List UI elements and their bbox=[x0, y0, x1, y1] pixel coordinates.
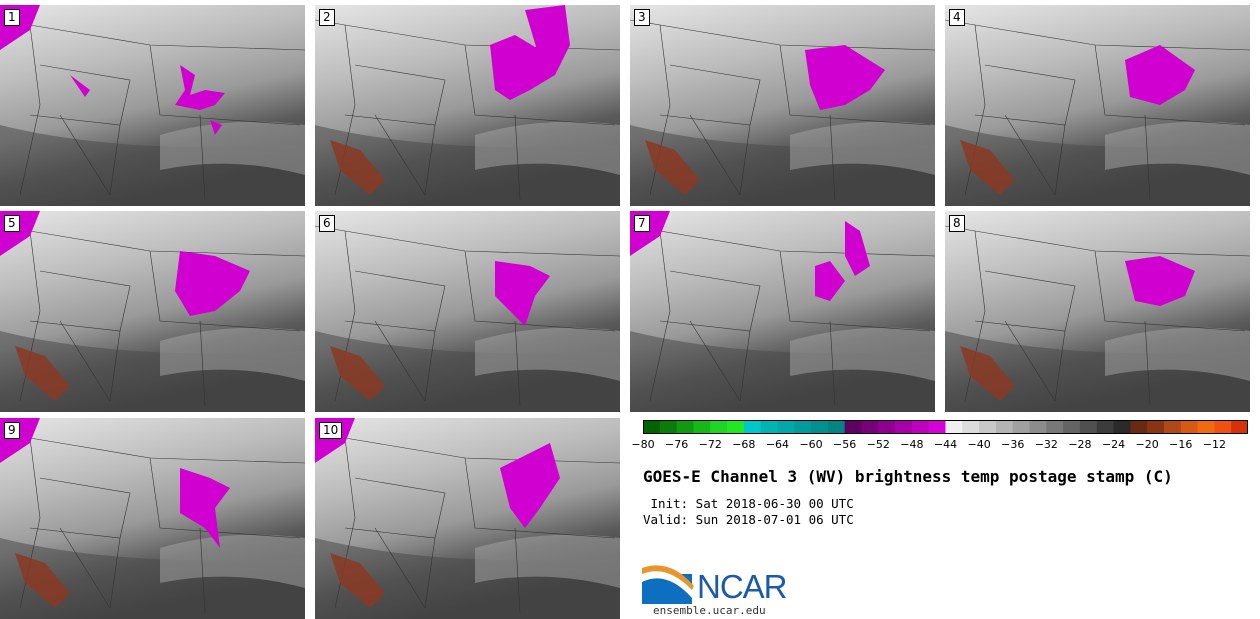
plot-title: GOES-E Channel 3 (WV) brightness temp po… bbox=[643, 467, 1173, 486]
member-number: 2 bbox=[319, 9, 335, 26]
colorbar-swatch bbox=[1147, 420, 1165, 434]
ensemble-member-panel: 7 bbox=[630, 211, 935, 412]
colorbar-swatch bbox=[693, 420, 711, 434]
colorbar-swatch bbox=[878, 420, 896, 434]
colorbar-swatch bbox=[895, 420, 913, 434]
colorbar-tick-label: −52 bbox=[866, 438, 890, 451]
colorbar-swatch bbox=[827, 420, 846, 434]
colorbar-swatch bbox=[1063, 420, 1081, 434]
ensemble-member-panel: 8 bbox=[945, 211, 1250, 412]
ensemble-member-panel: 3 bbox=[630, 5, 935, 206]
colorbar-swatch bbox=[928, 420, 946, 434]
satellite-map bbox=[945, 5, 1250, 206]
member-number: 10 bbox=[319, 422, 343, 439]
valid-time: Valid: Sun 2018-07-01 06 UTC bbox=[643, 512, 854, 527]
colorbar-tick-label: −24 bbox=[1101, 438, 1126, 451]
colorbar-tick-label: −16 bbox=[1169, 438, 1193, 451]
colorbar-swatch bbox=[1163, 420, 1182, 434]
ensemble-member-panel: 5 bbox=[0, 211, 305, 412]
colorbar-swatch bbox=[1029, 420, 1047, 434]
colorbar-swatch bbox=[1046, 420, 1064, 434]
colorbar-tick-label: −72 bbox=[698, 438, 722, 451]
colorbar-swatch bbox=[861, 420, 879, 434]
colorbar-tick-label: −64 bbox=[765, 438, 790, 451]
colorbar-ticks: −80 −76 −72 −68 −64 −60 −56 −52 −48 −44 −40 −36 −32−… bbox=[630, 438, 1260, 458]
colorbar-swatch bbox=[1130, 420, 1148, 434]
satellite-map bbox=[315, 5, 620, 206]
colorbar-swatch bbox=[794, 420, 812, 434]
ncar-logo-text: NCAR bbox=[697, 568, 788, 605]
colorbar-tick-label: −36 bbox=[1001, 438, 1025, 451]
member-number: 8 bbox=[949, 215, 965, 232]
colorbar-tick-label: −20 bbox=[1135, 438, 1159, 451]
colorbar-swatch bbox=[1096, 420, 1115, 434]
colorbar-tick-label: −80 bbox=[631, 438, 655, 451]
satellite-map bbox=[0, 418, 305, 619]
colorbar-swatch bbox=[743, 420, 762, 434]
colorbar-swatch bbox=[1197, 420, 1215, 434]
colorbar-swatch bbox=[643, 420, 661, 434]
member-number: 6 bbox=[319, 215, 335, 232]
member-number: 5 bbox=[4, 215, 20, 232]
member-number: 1 bbox=[4, 9, 20, 26]
colorbar-swatch bbox=[1214, 420, 1232, 434]
colorbar-swatch bbox=[979, 420, 997, 434]
member-number: 4 bbox=[949, 9, 965, 26]
colorbar-tick-label: −60 bbox=[799, 438, 823, 451]
colorbar-swatch bbox=[760, 420, 778, 434]
colorbar-swatch bbox=[676, 420, 694, 434]
colorbar-swatch bbox=[710, 420, 728, 434]
ensemble-member-panel: 2 bbox=[315, 5, 620, 206]
colorbar bbox=[643, 420, 1248, 434]
colorbar-tick-label: −40 bbox=[967, 438, 991, 451]
colorbar-swatch bbox=[1113, 420, 1131, 434]
colorbar-swatch bbox=[659, 420, 678, 434]
colorbar-tick-label: −44 bbox=[933, 438, 958, 451]
member-number: 9 bbox=[4, 422, 20, 439]
satellite-map bbox=[0, 211, 305, 412]
colorbar-swatch bbox=[1180, 420, 1199, 434]
satellite-map bbox=[315, 211, 620, 412]
satellite-map bbox=[630, 5, 935, 206]
ensemble-member-panel: 4 bbox=[945, 5, 1250, 206]
colorbar-tick-label: −28 bbox=[1068, 438, 1092, 451]
colorbar-swatch bbox=[1012, 420, 1031, 434]
satellite-map bbox=[0, 5, 305, 206]
colorbar-swatch bbox=[1231, 420, 1248, 434]
colorbar-swatch bbox=[911, 420, 930, 434]
member-number: 3 bbox=[634, 9, 650, 26]
colorbar-swatch bbox=[995, 420, 1014, 434]
satellite-map bbox=[945, 211, 1250, 412]
ensemble-member-panel: 10 bbox=[315, 418, 620, 619]
colorbar-tick-label: −68 bbox=[732, 438, 756, 451]
colorbar-swatch bbox=[945, 420, 963, 434]
colorbar-swatch bbox=[811, 420, 829, 434]
colorbar-tick-label: −12 bbox=[1202, 438, 1226, 451]
ensemble-member-panel: 9 bbox=[0, 418, 305, 619]
member-number: 7 bbox=[634, 215, 650, 232]
colorbar-swatch bbox=[727, 420, 745, 434]
colorbar-swatch bbox=[777, 420, 795, 434]
ensemble-member-panel: 6 bbox=[315, 211, 620, 412]
satellite-map bbox=[315, 418, 620, 619]
satellite-map bbox=[630, 211, 935, 412]
colorbar-tick-label: −48 bbox=[900, 438, 924, 451]
colorbar-swatch bbox=[844, 420, 862, 434]
colorbar-tick-label: −76 bbox=[665, 438, 689, 451]
ensemble-member-panel: 1 bbox=[0, 5, 305, 206]
colorbar-tick-label: −56 bbox=[833, 438, 857, 451]
init-time: Init: Sat 2018-06-30 00 UTC bbox=[643, 496, 854, 511]
colorbar-tick-label: −32 bbox=[1034, 438, 1058, 451]
ncar-logo bbox=[642, 565, 694, 604]
colorbar-swatch bbox=[962, 420, 980, 434]
colorbar-swatch bbox=[1079, 420, 1098, 434]
logo-url: ensemble.ucar.edu bbox=[653, 604, 766, 617]
